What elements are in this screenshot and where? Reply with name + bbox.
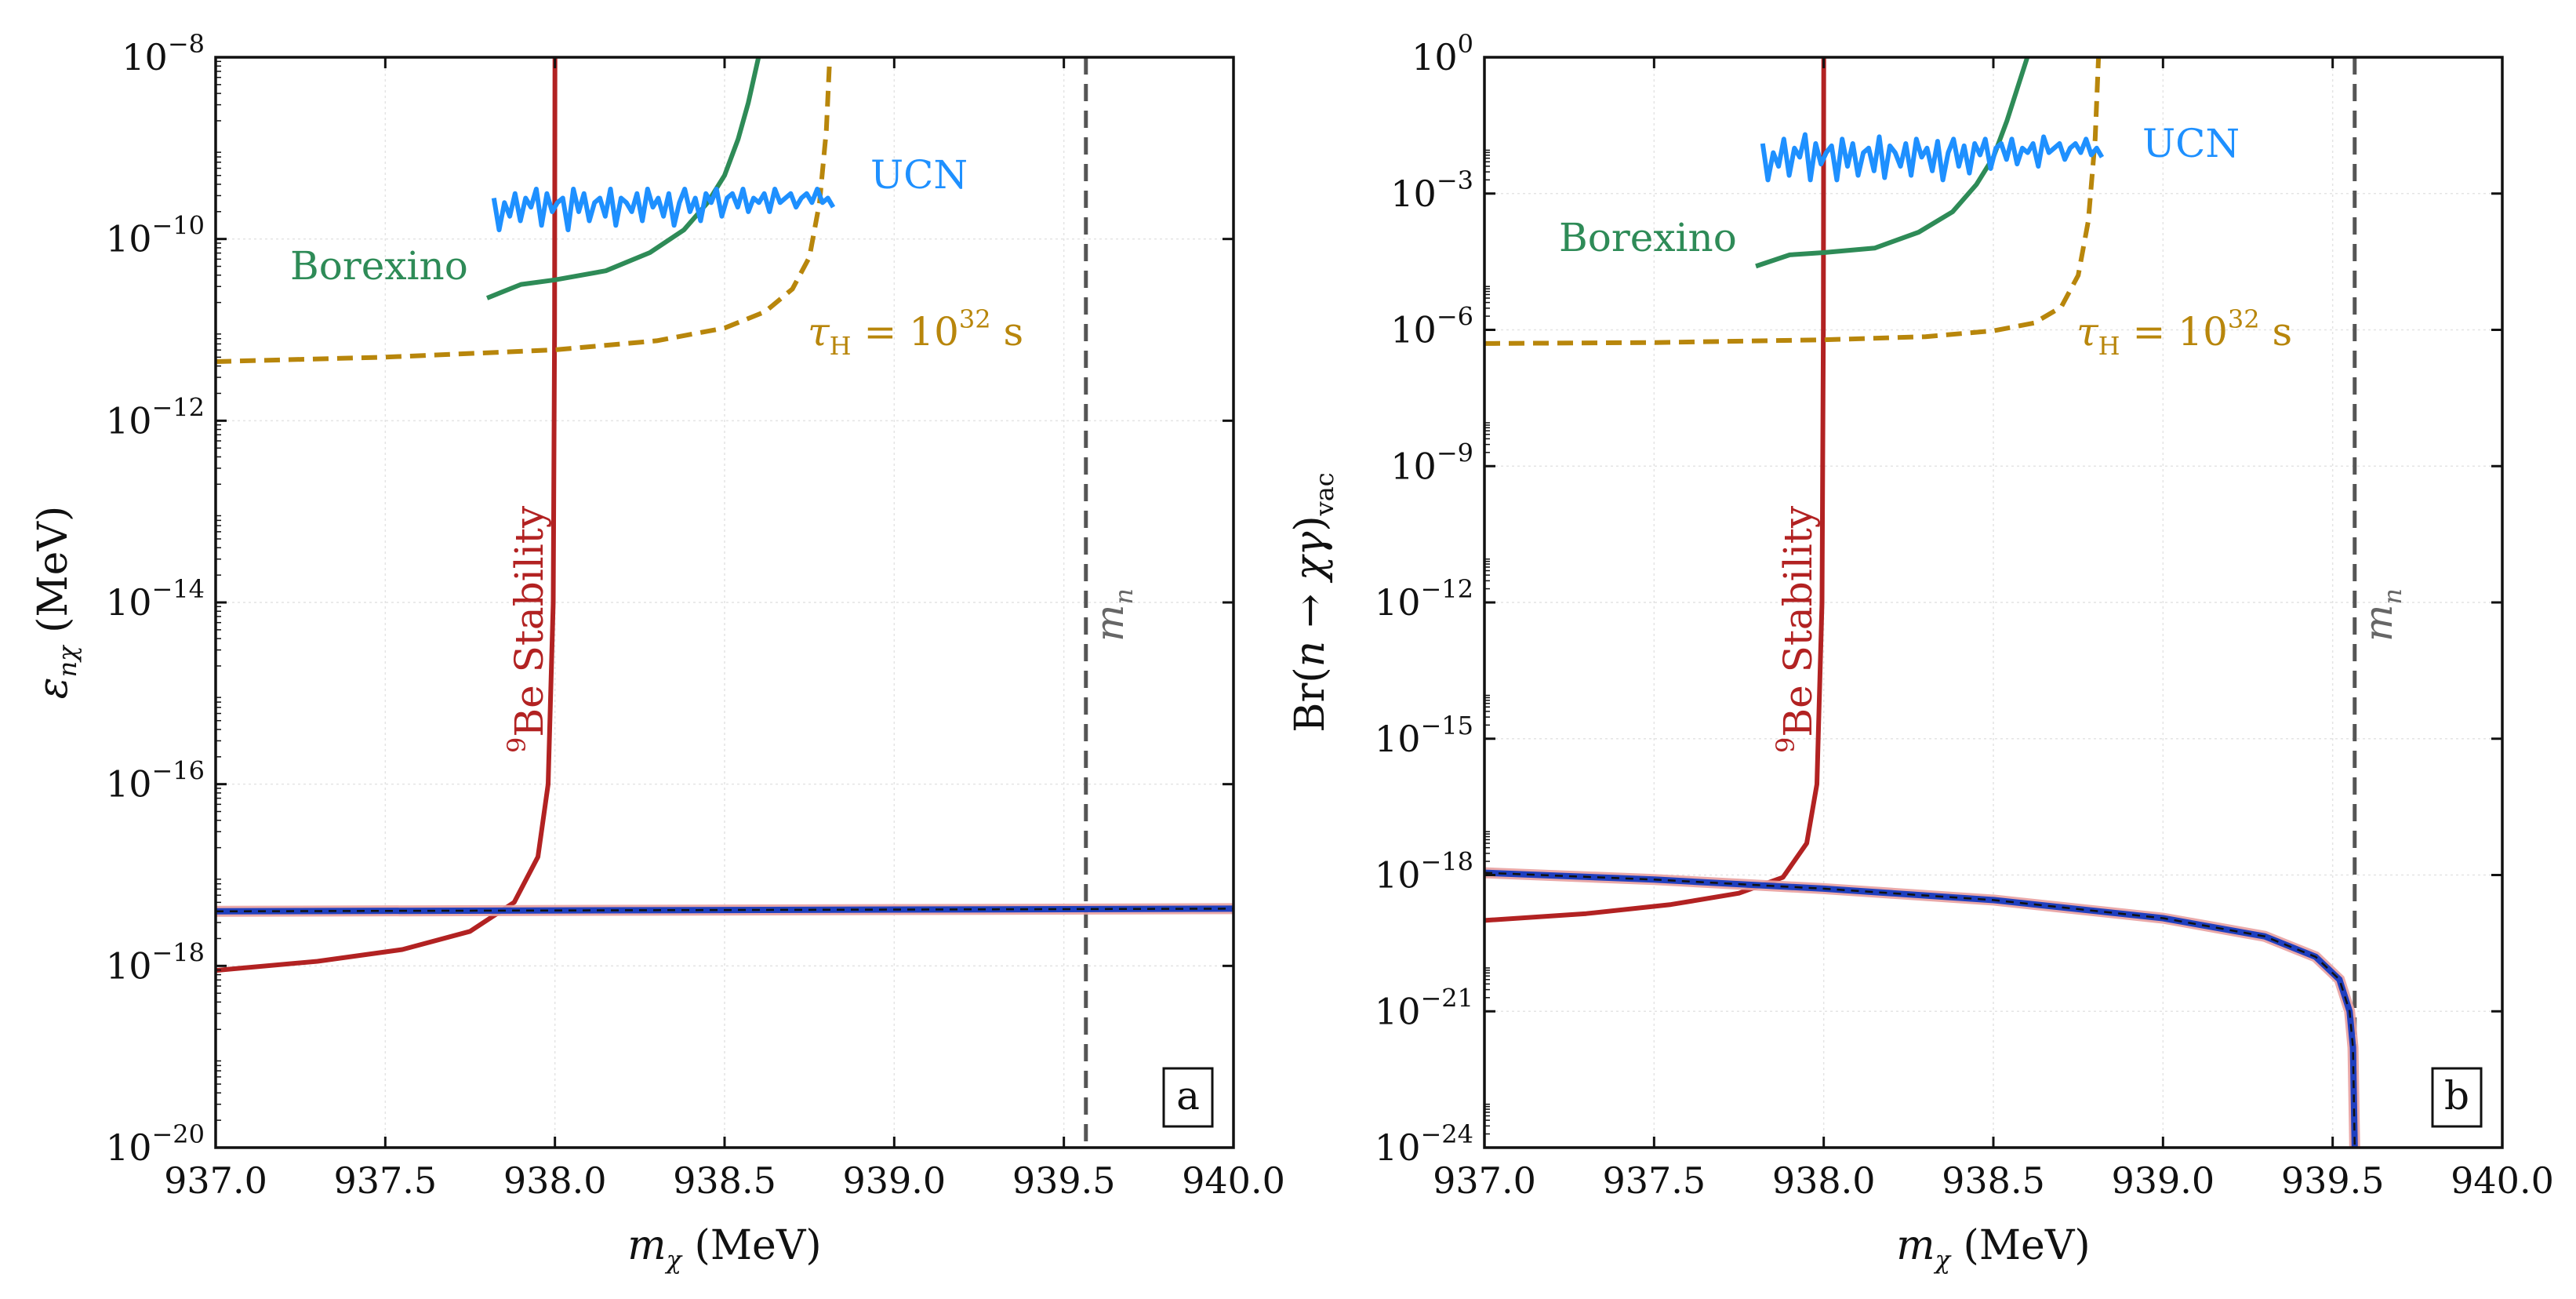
panel-b-series-h-10-32-s (1484, 56, 2102, 346)
panel-b-tau-label: τH = 1032 s (2076, 304, 2292, 361)
panel-b-be-stability-label: 9Be Stability (1771, 505, 1821, 753)
panel-b-ticks: 937.0 937.5 938.0 938.5 939.0 939.5 940.0 10−24… (1375, 29, 2554, 1202)
panel-a: 937.0 937.5 938.0 938.5 939.0 939.5 940.0 10−20… (30, 29, 1285, 1275)
panel-a-series-borexino (485, 56, 761, 300)
panel-a-x-tick-label: 940.0 (1182, 1159, 1285, 1202)
panel-a-y-tick-label: 10−18 (106, 937, 205, 987)
panel-a-x-tick-label: 939.0 (842, 1159, 946, 1202)
panel-b-ucn-label: UCN (2142, 121, 2240, 166)
panel-b-y-tick-label: 10−9 (1390, 438, 1473, 487)
panel-b-mn-label: mn (2356, 588, 2407, 642)
panel-a-y-tick-label: 10−12 (106, 392, 205, 442)
panel-b-borexino-label: Borexino (1559, 215, 1737, 260)
panel-a-y-tick-label: 10−16 (106, 756, 205, 806)
panel-a-x-axis-label: mχ (MeV) (627, 1222, 821, 1275)
panel-a-x-tick-label: 938.0 (503, 1159, 607, 1202)
panel-a-series-9be-stability (215, 56, 558, 973)
panel-b-y-tick-label: 10−15 (1375, 711, 1473, 760)
panel-b-y-tick-label: 10−3 (1390, 166, 1473, 215)
panel-b-y-tick-label: 10−18 (1375, 847, 1473, 897)
panel-b-letter: b (2444, 1073, 2469, 1119)
panel-a-series (215, 56, 1234, 1148)
panel-a-ucn-label: UCN (870, 152, 968, 198)
panel-b-series-ucn (1760, 132, 2105, 183)
panel-a-x-tick-label: 937.0 (164, 1159, 267, 1202)
panel-b-letter-box (2431, 1067, 2483, 1128)
panel-a-x-tick-label: 938.5 (673, 1159, 776, 1202)
panel-b-x-tick-label: 938.5 (1942, 1159, 2045, 1202)
panel-a-ticks: 937.0 937.5 938.0 938.5 939.0 939.5 940.0 10−20… (106, 29, 1285, 1202)
panel-a-borexino-label: Borexino (290, 243, 468, 289)
panel-b-y-tick-label: 100 (1412, 29, 1473, 78)
panel-b-series-theory-blue-band (1484, 869, 2358, 1148)
panel-b-y-tick-label: 10−24 (1375, 1119, 1473, 1169)
panel-b-series-borexino (1755, 56, 2030, 269)
panel-b-series (1484, 56, 2360, 1148)
panel-a-letter-box (1162, 1067, 1214, 1128)
panel-a-y-tick-label: 10−10 (106, 211, 205, 260)
panel-a-letter: a (1176, 1073, 1200, 1119)
panel-b-x-tick-label: 939.5 (2281, 1159, 2385, 1202)
panel-a-mn-label: mn (1087, 588, 1139, 642)
panel-b-x-tick-label: 939.0 (2111, 1159, 2214, 1202)
panel-a-y-tick-label: 10−8 (122, 29, 205, 78)
panel-a-series-theory-blue-band-dashed-center (215, 908, 1234, 913)
panel-b-y-tick-label: 10−12 (1375, 574, 1473, 624)
panel-b-y-tick-label: 10−21 (1375, 983, 1473, 1032)
panel-a-x-tick-label: 937.5 (333, 1159, 437, 1202)
panel-a-tau-label: τH = 1032 s (808, 304, 1023, 361)
panel-a-y-axis-label: εnχ (MeV) (30, 506, 82, 700)
panel-b-x-tick-label: 937.5 (1602, 1159, 1706, 1202)
panel-b-x-tick-label: 938.0 (1772, 1159, 1876, 1202)
panel-b-series-9be-stability (1484, 56, 1826, 923)
panel-b: 937.0 937.5 938.0 938.5 939.0 939.5 940.0 10−24… (1287, 29, 2554, 1275)
panel-a-grid (215, 56, 1234, 1148)
panel-a-y-tick-label: 10−20 (106, 1119, 205, 1169)
panel-a-be-stability-label: 9Be Stability (502, 505, 552, 753)
panel-b-x-tick-label: 937.0 (1433, 1159, 1536, 1202)
panel-a-series-ucn (491, 187, 836, 233)
panel-a-series-h-10-32-s (215, 56, 833, 364)
panel-b-y-axis-label: Br(n → χγ)vac (1287, 472, 1339, 732)
panel-b-y-tick-label: 10−6 (1390, 302, 1473, 351)
panel-b-series-theory-blue-band-dashed-center (1484, 871, 2356, 1148)
panel-b-x-axis-label: mχ (MeV) (1896, 1222, 2090, 1275)
panel-a-y-tick-label: 10−14 (106, 574, 205, 624)
panel-a-x-tick-label: 939.5 (1012, 1159, 1116, 1202)
panel-b-x-tick-label: 940.0 (2451, 1159, 2554, 1202)
panel-b-series-theory-blue-band-band (1484, 867, 2360, 1148)
